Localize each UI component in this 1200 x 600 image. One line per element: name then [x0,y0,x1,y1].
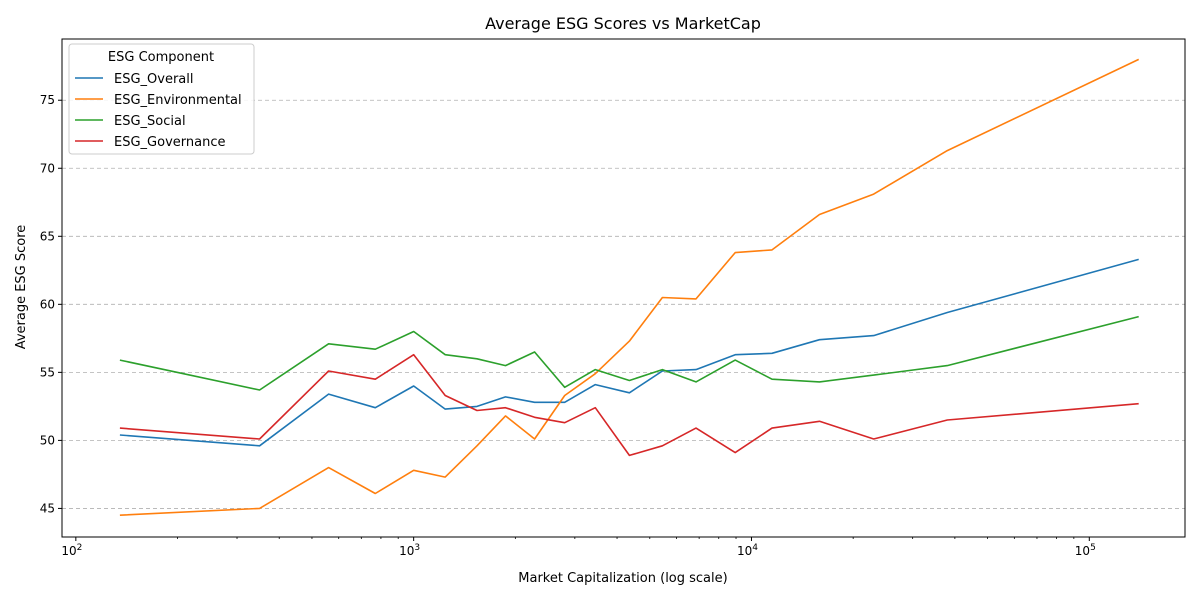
y-axis-title: Average ESG Score [14,225,29,350]
series-line-esg-social [119,315,1139,391]
y-tick-label: 50 [40,433,55,447]
y-tick-label: 55 [40,365,55,379]
chart-title: Average ESG Scores vs MarketCap [485,14,761,33]
series-line-esg-governance [119,353,1139,457]
y-tick-label: 65 [40,229,55,243]
y-tick-label: 45 [40,501,55,515]
legend-entries: ESG_Overall ESG_Environmental ESG_Social ES… [75,72,242,150]
y-tick-label: 60 [40,297,55,311]
legend-label: ESG_Governance [114,135,225,150]
series-line-esg-overall [119,258,1139,447]
legend-box [68,43,255,155]
x-axis-title: Market Capitalization (log scale) [518,571,727,586]
legend-label: ESG_Social [114,114,186,129]
grid-layer [62,99,1185,509]
legend: ESG Component ESG_Overall ESG_Environment… [68,43,255,155]
legend-label: ESG_Environmental [114,93,242,108]
series-line-esg-environmental [119,58,1140,516]
series-layer [119,58,1140,516]
y-tick-label: 75 [40,93,55,107]
legend-title: ESG Component [108,50,214,65]
plot-frame [61,38,1186,538]
y-tick-label: 70 [40,161,55,175]
legend-label: ESG_Overall [114,72,194,87]
